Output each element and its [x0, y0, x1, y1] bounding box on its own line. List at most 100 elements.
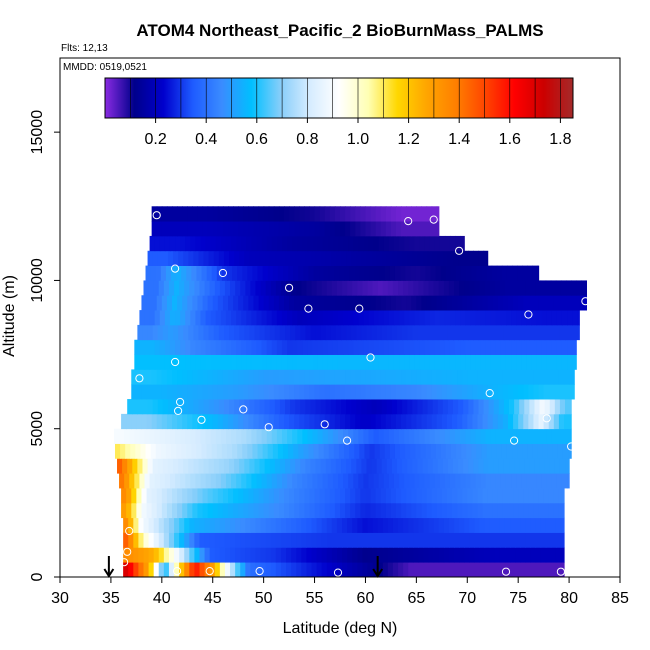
heatmap-cell [178, 250, 184, 266]
heatmap-cell [213, 399, 220, 415]
heatmap-cell [391, 458, 398, 474]
heatmap-cell [147, 324, 154, 341]
heatmap-cell [564, 295, 570, 311]
heatmap-cell [426, 295, 433, 311]
heatmap-cell [253, 502, 260, 519]
heatmap-cell [212, 413, 219, 430]
heatmap-cell [285, 458, 291, 474]
heatmap-cell [304, 206, 311, 222]
heatmap-cell [266, 354, 273, 370]
colorbar-tick-label: 1.6 [499, 131, 521, 148]
heatmap-cell [388, 354, 395, 370]
heatmap-cell [266, 235, 273, 252]
heatmap-cell [143, 517, 150, 533]
heatmap-cell [378, 354, 385, 370]
heatmap-cell [403, 280, 409, 296]
sample-point [366, 353, 375, 362]
heatmap-cell [358, 310, 365, 326]
heatmap-cell [210, 339, 217, 355]
heatmap-cell [219, 562, 226, 577]
heatmap-cell [420, 265, 427, 281]
heatmap-cell [207, 488, 214, 504]
heatmap-cell [310, 458, 317, 474]
heatmap-cell [215, 310, 222, 326]
heatmap-cell [286, 547, 292, 563]
heatmap-cell [187, 295, 193, 311]
heatmap-cell [238, 502, 244, 519]
heatmap-cell [198, 250, 205, 266]
heatmap-cell [357, 547, 363, 563]
heatmap-cell [167, 250, 174, 266]
heatmap-cell [453, 458, 459, 474]
heatmap-cell [317, 473, 324, 489]
sample-point [152, 211, 161, 220]
heatmap-cell [443, 547, 450, 563]
heatmap-cell [532, 265, 539, 281]
colorbar-gradient [104, 77, 574, 119]
heatmap-cell [194, 280, 201, 296]
heatmap-cell [278, 369, 285, 385]
heatmap-cell [202, 206, 209, 222]
heatmap-cell [413, 562, 419, 577]
heatmap-cell [467, 295, 473, 311]
heatmap-cell [521, 310, 527, 326]
heatmap-cell [183, 399, 189, 415]
heatmap-cell [328, 443, 335, 459]
heatmap-cell [337, 310, 344, 326]
heatmap-cell [325, 250, 332, 266]
sample-point [123, 547, 132, 556]
heatmap-cell [533, 369, 540, 385]
heatmap-cell [192, 502, 199, 519]
heatmap-cell [209, 547, 216, 563]
heatmap-cell [195, 473, 202, 489]
heatmap-cell [207, 221, 214, 237]
heatmap-cell [474, 547, 481, 563]
heatmap-cell [129, 428, 135, 444]
heatmap-cell [277, 443, 284, 459]
heatmap-cell [200, 428, 207, 444]
sample-point [174, 406, 183, 415]
heatmap-cell [340, 369, 346, 385]
heatmap-cell [309, 295, 316, 311]
heatmap-cell [267, 443, 274, 459]
heatmap-cell [136, 502, 143, 519]
heatmap-cell [289, 221, 295, 237]
heatmap-cell [502, 384, 509, 400]
heatmap-cell [330, 458, 337, 474]
heatmap-cell [286, 562, 292, 577]
heatmap-cell [543, 488, 550, 504]
heatmap-cell [498, 458, 505, 474]
heatmap-cell [332, 428, 339, 444]
heatmap-cell [513, 413, 519, 430]
heatmap-cell [470, 354, 477, 370]
heatmap-cell [189, 547, 195, 563]
heatmap-cell [326, 517, 333, 533]
heatmap-cell [386, 458, 393, 474]
heatmap-cell [235, 547, 241, 563]
colorbar: 0.2 0.4 0.6 0.8 1.0 1.2 1.4 1.6 1.8 [104, 77, 574, 148]
heatmap-cell [482, 384, 489, 400]
heatmap-cell [370, 206, 377, 222]
heatmap-cell [550, 532, 557, 548]
heatmap-cell [307, 235, 314, 252]
heatmap-cell [426, 369, 433, 385]
heatmap-cell [443, 532, 450, 548]
heatmap-cell [312, 339, 319, 355]
heatmap-cell [520, 532, 526, 548]
heatmap-cell [275, 562, 282, 577]
heatmap-cell [337, 428, 344, 444]
heatmap-cell [251, 310, 258, 326]
heatmap-cell [174, 280, 180, 296]
heatmap-cell [421, 221, 428, 237]
heatmap-cell [256, 354, 263, 370]
heatmap-cell [564, 384, 570, 400]
heatmap-cell [142, 399, 149, 415]
heatmap-cell [378, 473, 385, 489]
heatmap-cell [278, 413, 285, 430]
heatmap-cell [261, 428, 268, 444]
heatmap-cell [166, 369, 173, 385]
heatmap-cell [307, 354, 314, 370]
heatmap-cell [317, 235, 324, 252]
heatmap-cell [178, 399, 184, 415]
heatmap-cell [130, 443, 136, 459]
